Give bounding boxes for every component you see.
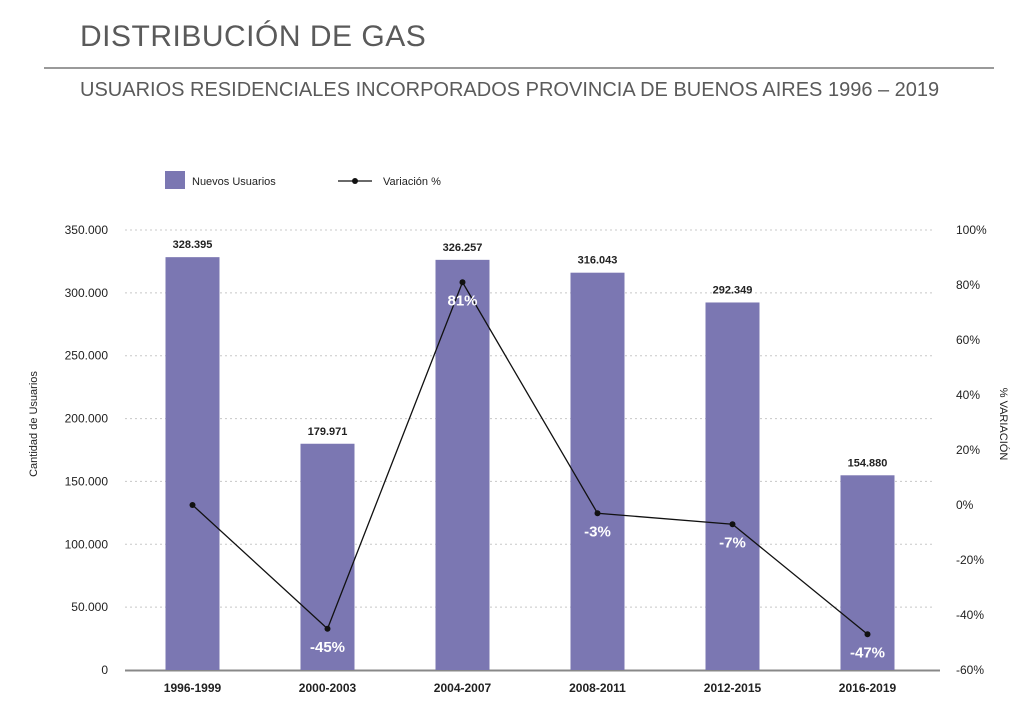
x-tick-label: 1996-1999 bbox=[164, 681, 222, 695]
variation-label: -45% bbox=[310, 639, 345, 656]
y2-tick-label: 60% bbox=[956, 333, 980, 347]
variation-point bbox=[864, 631, 871, 638]
y2-tick-label: -60% bbox=[956, 663, 984, 677]
variation-label: 81% bbox=[447, 292, 477, 309]
x-tick-label: 2000-2003 bbox=[299, 681, 357, 695]
variation-point bbox=[324, 625, 331, 632]
bar-2008-2011 bbox=[570, 272, 625, 670]
variation-point bbox=[729, 521, 736, 528]
y-tick-label: 300.000 bbox=[65, 286, 109, 300]
page-title: DISTRIBUCIÓN DE GAS bbox=[80, 20, 427, 53]
bar-2012-2015 bbox=[705, 302, 760, 670]
bar-1996-1999 bbox=[165, 257, 220, 670]
y2-axis-title: % VARIACIÓN bbox=[997, 388, 1010, 461]
y-tick-label: 200.000 bbox=[65, 412, 109, 426]
bar-value-label: 328.395 bbox=[173, 239, 213, 251]
y2-tick-label: -20% bbox=[956, 553, 984, 567]
variation-label: -47% bbox=[850, 644, 885, 661]
legend-line-label: Variación % bbox=[383, 176, 441, 188]
y2-tick-label: 100% bbox=[956, 223, 987, 237]
y2-tick-label: 0% bbox=[956, 498, 974, 512]
y-tick-label: 150.000 bbox=[65, 474, 109, 488]
y-tick-label: 250.000 bbox=[65, 349, 109, 363]
variation-point bbox=[594, 510, 601, 517]
variation-line bbox=[192, 280, 868, 635]
legend-line-marker bbox=[352, 178, 358, 184]
variation-point bbox=[189, 502, 196, 508]
x-tick-label: 2012-2015 bbox=[704, 681, 762, 695]
variation-label: -7% bbox=[719, 534, 746, 551]
y-tick-label: 50.000 bbox=[71, 600, 108, 614]
legend-bar-label: Nuevos Usuarios bbox=[192, 176, 276, 188]
y2-tick-label: 80% bbox=[956, 278, 980, 292]
bar-value-label: 316.043 bbox=[578, 255, 618, 267]
variation-label: -3% bbox=[584, 523, 611, 540]
y-tick-label: 100.000 bbox=[65, 537, 109, 551]
bar-value-label: 292.349 bbox=[713, 284, 753, 296]
page-subtitle: USUARIOS RESIDENCIALES INCORPORADOS PROV… bbox=[80, 79, 940, 101]
bar-2000-2003 bbox=[300, 443, 355, 670]
legend-bar-swatch bbox=[165, 171, 185, 189]
bar-value-label: 154.880 bbox=[848, 457, 888, 469]
bar-value-label: 326.257 bbox=[443, 242, 483, 254]
y2-tick-label: 20% bbox=[956, 443, 980, 457]
y-axis-title: Cantidad de Usuarios bbox=[28, 371, 40, 477]
variation-point bbox=[459, 279, 466, 286]
y2-tick-label: 40% bbox=[956, 388, 980, 402]
title-divider bbox=[44, 67, 994, 69]
y2-tick-label: -40% bbox=[956, 608, 984, 622]
y-tick-label: 0 bbox=[101, 663, 108, 677]
bar-2016-2019 bbox=[840, 475, 895, 670]
bar-2004-2007 bbox=[435, 259, 490, 670]
x-tick-label: 2008-2011 bbox=[569, 681, 626, 695]
x-tick-label: 2016-2019 bbox=[839, 681, 897, 695]
x-tick-label: 2004-2007 bbox=[434, 681, 492, 695]
y-tick-label: 350.000 bbox=[65, 223, 109, 237]
bar-value-label: 179.971 bbox=[308, 426, 348, 438]
